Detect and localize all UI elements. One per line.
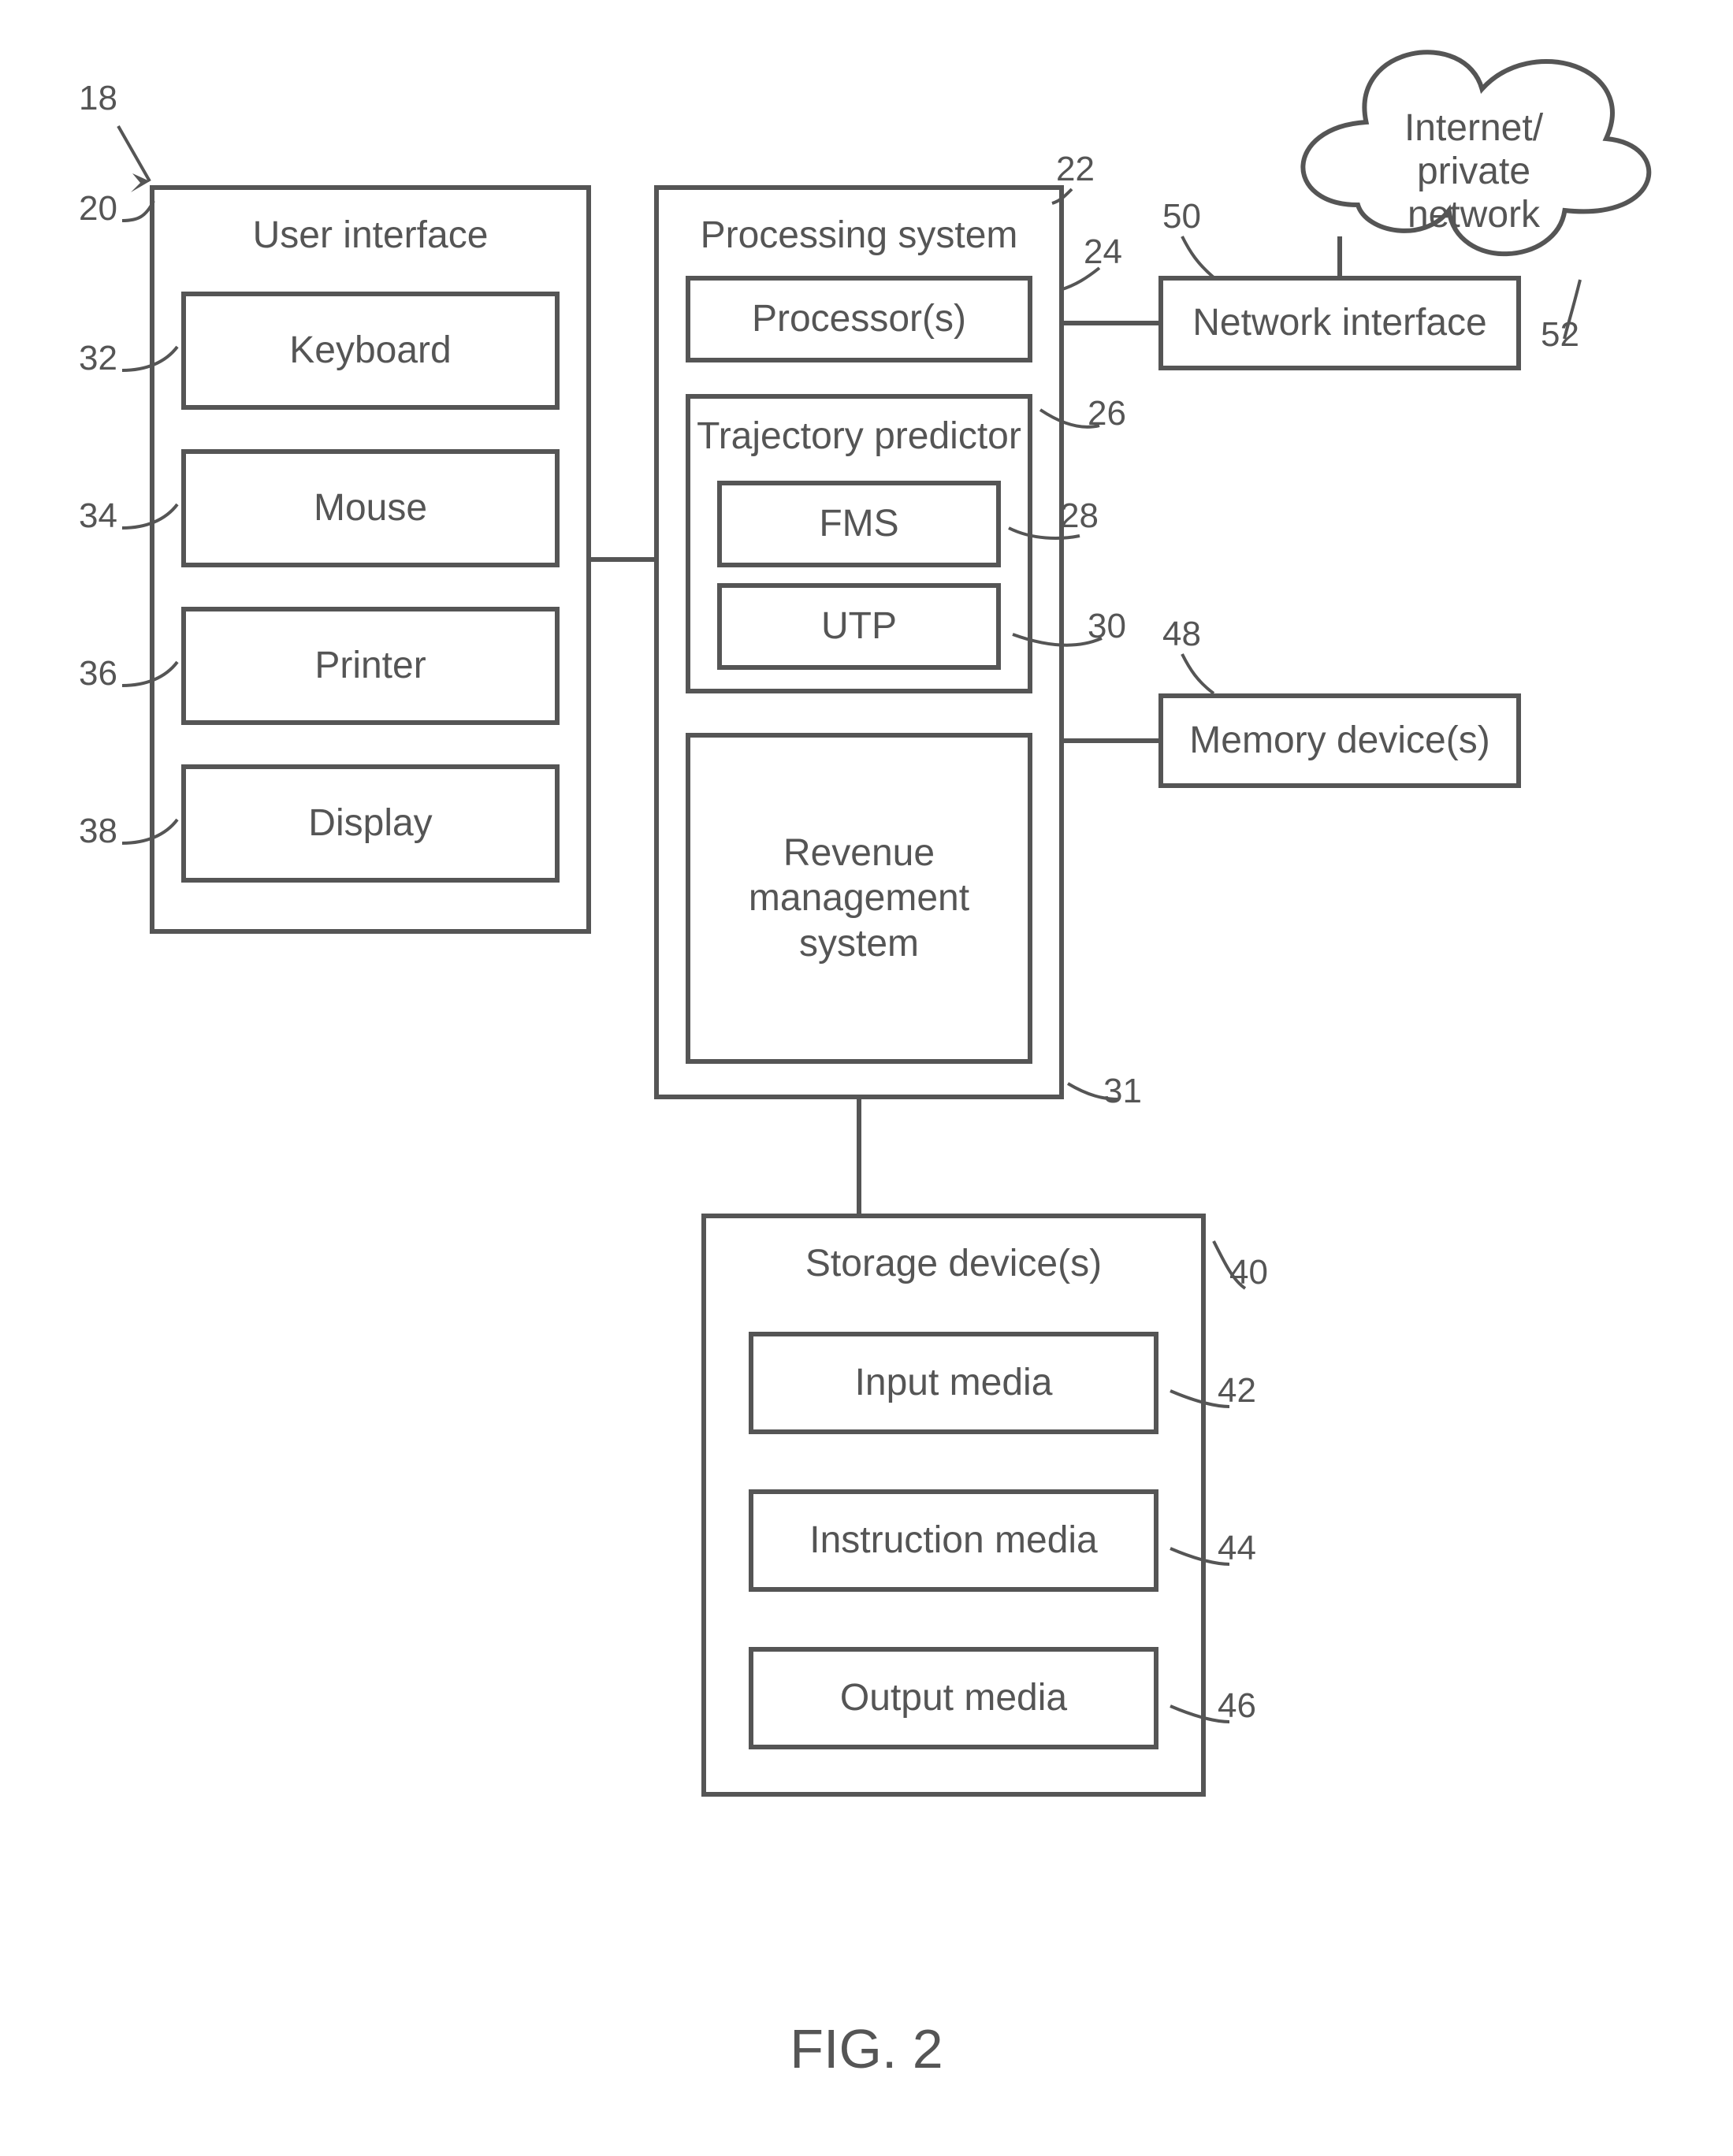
box-memory: Memory device(s) — [1158, 693, 1521, 788]
box-output-media: Output media — [749, 1647, 1158, 1749]
ref-28: 28 — [1060, 496, 1099, 536]
container-title-user-interface: User interface — [154, 214, 586, 257]
ref-30: 30 — [1088, 607, 1126, 646]
ref-22: 22 — [1056, 150, 1095, 189]
ref-50: 50 — [1162, 197, 1201, 236]
ref-20: 20 — [79, 189, 117, 229]
cloud-internet: Internet/ private network — [1356, 106, 1592, 236]
ref-36: 36 — [79, 654, 117, 693]
box-network-if: Network interface — [1158, 276, 1521, 370]
ref-42: 42 — [1218, 1371, 1256, 1411]
box-mouse: Mouse — [181, 449, 560, 567]
ref-40: 40 — [1229, 1253, 1268, 1292]
box-input-media: Input media — [749, 1332, 1158, 1434]
box-printer: Printer — [181, 607, 560, 725]
container-title-processing-system: Processing system — [659, 214, 1059, 257]
ref-18: 18 — [79, 79, 117, 118]
ref-48: 48 — [1162, 615, 1201, 654]
box-keyboard: Keyboard — [181, 292, 560, 410]
figure-label: FIG. 2 — [0, 2017, 1733, 2080]
diagram-canvas: Internet/ private network User interface P… — [0, 0, 1733, 2156]
box-display: Display — [181, 764, 560, 883]
box-instr-media: Instruction media — [749, 1489, 1158, 1592]
ref-26: 26 — [1088, 394, 1126, 433]
ref-24: 24 — [1084, 232, 1122, 272]
box-processors: Processor(s) — [686, 276, 1032, 362]
box-utp: UTP — [717, 583, 1001, 670]
container-title-storage-devices: Storage device(s) — [706, 1242, 1201, 1285]
box-revenue: Revenue management system — [686, 733, 1032, 1064]
ref-31: 31 — [1103, 1072, 1142, 1111]
ref-38: 38 — [79, 812, 117, 851]
ref-34: 34 — [79, 496, 117, 536]
box-fms: FMS — [717, 481, 1001, 567]
ref-44: 44 — [1218, 1529, 1256, 1568]
ref-32: 32 — [79, 339, 117, 378]
ref-52: 52 — [1541, 315, 1579, 355]
container-title-trajectory-predictor: Trajectory predictor — [690, 414, 1028, 458]
ref-46: 46 — [1218, 1686, 1256, 1726]
